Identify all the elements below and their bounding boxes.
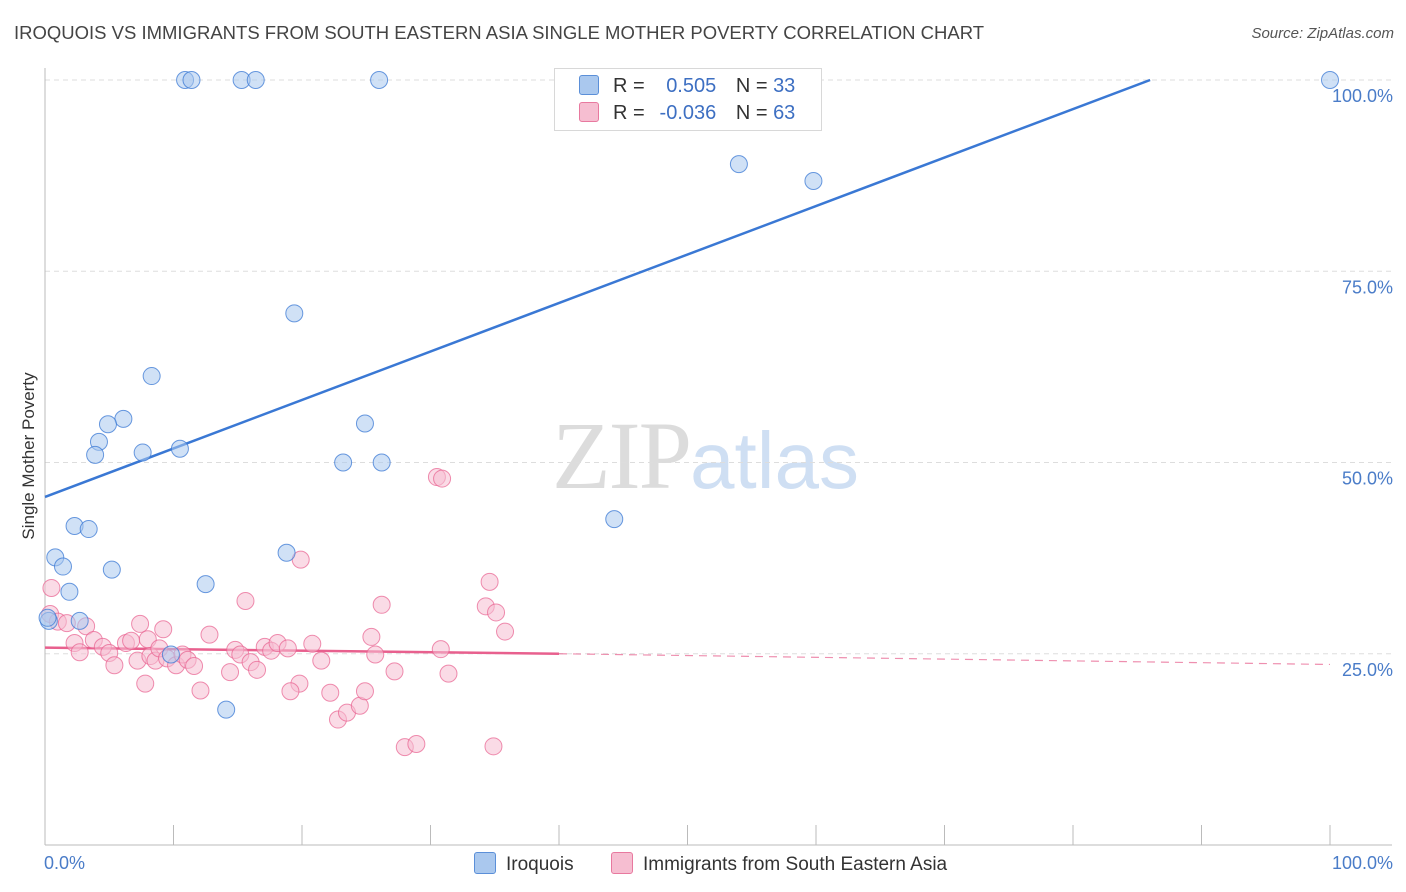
legend-row-iroquois: R = 0.505 N = 33 xyxy=(579,75,795,99)
point-iroquois xyxy=(217,700,236,719)
point-immigrants xyxy=(487,603,506,622)
bottom-legend-iroquois: Iroquois xyxy=(474,852,574,876)
legend-r-label: R = xyxy=(613,102,645,124)
x-tick-label: 0.0% xyxy=(44,853,85,873)
legend-r-value: -0.036 xyxy=(659,102,717,124)
point-immigrants xyxy=(321,683,340,702)
legend-n-label: N = xyxy=(735,75,768,97)
watermark-zip: ZIP xyxy=(552,402,692,509)
point-immigrants xyxy=(355,682,374,701)
point-iroquois xyxy=(370,71,389,89)
bottom-legend-immigrants: Immigrants from South Eastern Asia xyxy=(611,852,947,876)
legend-swatch-pink xyxy=(579,102,599,122)
point-immigrants xyxy=(480,572,499,591)
point-immigrants xyxy=(312,651,331,670)
bottom-legend-swatch-blue xyxy=(474,852,496,874)
chart-title: IROQUOIS VS IMMIGRANTS FROM SOUTH EASTER… xyxy=(14,22,985,43)
point-iroquois xyxy=(196,575,215,594)
point-iroquois xyxy=(729,155,748,174)
point-iroquois xyxy=(372,453,391,472)
legend-row-immigrants: R = -0.036 N = 63 xyxy=(579,102,795,126)
watermark-atlas: atlas xyxy=(690,416,859,505)
bottom-legend-label: Immigrants from South Eastern Asia xyxy=(643,854,948,875)
legend-n-value: 63 xyxy=(773,102,796,124)
watermark: ZIPatlas xyxy=(552,400,859,511)
point-iroquois xyxy=(79,520,98,539)
y-tick-label: 75.0% xyxy=(1342,277,1393,297)
legend-n-value: 33 xyxy=(773,75,796,97)
point-immigrants xyxy=(496,622,515,641)
point-immigrants xyxy=(372,595,391,614)
point-iroquois xyxy=(277,543,296,562)
point-iroquois xyxy=(161,645,180,664)
point-immigrants xyxy=(185,656,204,675)
point-iroquois xyxy=(1321,71,1339,89)
point-iroquois xyxy=(285,304,304,323)
point-immigrants xyxy=(281,682,300,701)
point-immigrants xyxy=(433,469,452,488)
point-iroquois xyxy=(70,611,89,630)
point-immigrants xyxy=(105,656,124,675)
point-immigrants xyxy=(191,681,210,700)
legend-r-value: 0.505 xyxy=(666,75,717,97)
point-iroquois xyxy=(133,443,152,462)
axes xyxy=(44,68,1392,846)
point-iroquois xyxy=(334,453,353,472)
correlation-legend: R = 0.505 N = 33 R = -0.036 N = 63 xyxy=(554,68,822,131)
y-axis-label: Single Mother Poverty xyxy=(19,372,38,540)
point-immigrants xyxy=(236,591,255,610)
point-immigrants xyxy=(362,627,381,646)
point-iroquois xyxy=(86,445,105,464)
point-iroquois xyxy=(182,71,201,89)
y-tick-label: 50.0% xyxy=(1342,469,1393,489)
data-points xyxy=(38,71,1339,757)
legend-n-label: N = xyxy=(735,102,768,124)
trend-lines xyxy=(44,78,1331,666)
legend-swatch-blue xyxy=(579,75,599,95)
point-iroquois xyxy=(804,171,823,190)
point-immigrants xyxy=(70,643,89,662)
point-immigrants xyxy=(303,634,322,653)
point-immigrants xyxy=(221,663,240,682)
point-immigrants xyxy=(200,625,219,644)
axis-labels: 25.0% 50.0% 75.0% 100.0% 0.0% 100.0% Single Mo… xyxy=(19,86,1393,873)
bottom-legend-label: Iroquois xyxy=(506,854,574,875)
point-immigrants xyxy=(431,640,450,659)
point-immigrants xyxy=(439,664,458,683)
point-iroquois xyxy=(142,367,161,386)
point-iroquois xyxy=(114,409,133,428)
y-tick-label: 100.0% xyxy=(1332,86,1393,106)
point-immigrants xyxy=(122,631,141,650)
trend-line-immigrants-dashed xyxy=(558,653,1331,666)
x-tick-label: 100.0% xyxy=(1332,853,1393,873)
point-immigrants xyxy=(278,639,297,658)
point-iroquois xyxy=(102,560,121,579)
point-iroquois xyxy=(38,608,57,627)
point-immigrants xyxy=(385,662,404,681)
bottom-legend-swatch-pink xyxy=(611,852,633,874)
point-immigrants xyxy=(42,578,61,597)
point-iroquois xyxy=(170,439,189,458)
point-iroquois xyxy=(60,582,79,601)
point-immigrants xyxy=(407,735,426,754)
point-iroquois xyxy=(355,414,374,433)
point-immigrants xyxy=(131,614,150,633)
point-immigrants xyxy=(248,660,267,679)
point-immigrants xyxy=(366,645,385,664)
point-iroquois xyxy=(246,71,265,89)
trend-line-iroquois xyxy=(44,78,1151,499)
legend-r-label: R = xyxy=(613,75,645,97)
point-iroquois xyxy=(605,510,624,529)
point-immigrants xyxy=(154,620,173,639)
point-iroquois xyxy=(53,557,72,576)
point-iroquois xyxy=(98,415,117,434)
source-label: Source: ZipAtlas.com xyxy=(1251,25,1394,42)
point-immigrants xyxy=(484,737,503,756)
y-tick-label: 25.0% xyxy=(1342,660,1393,680)
grid-lines xyxy=(45,79,1392,655)
point-immigrants xyxy=(136,674,155,693)
